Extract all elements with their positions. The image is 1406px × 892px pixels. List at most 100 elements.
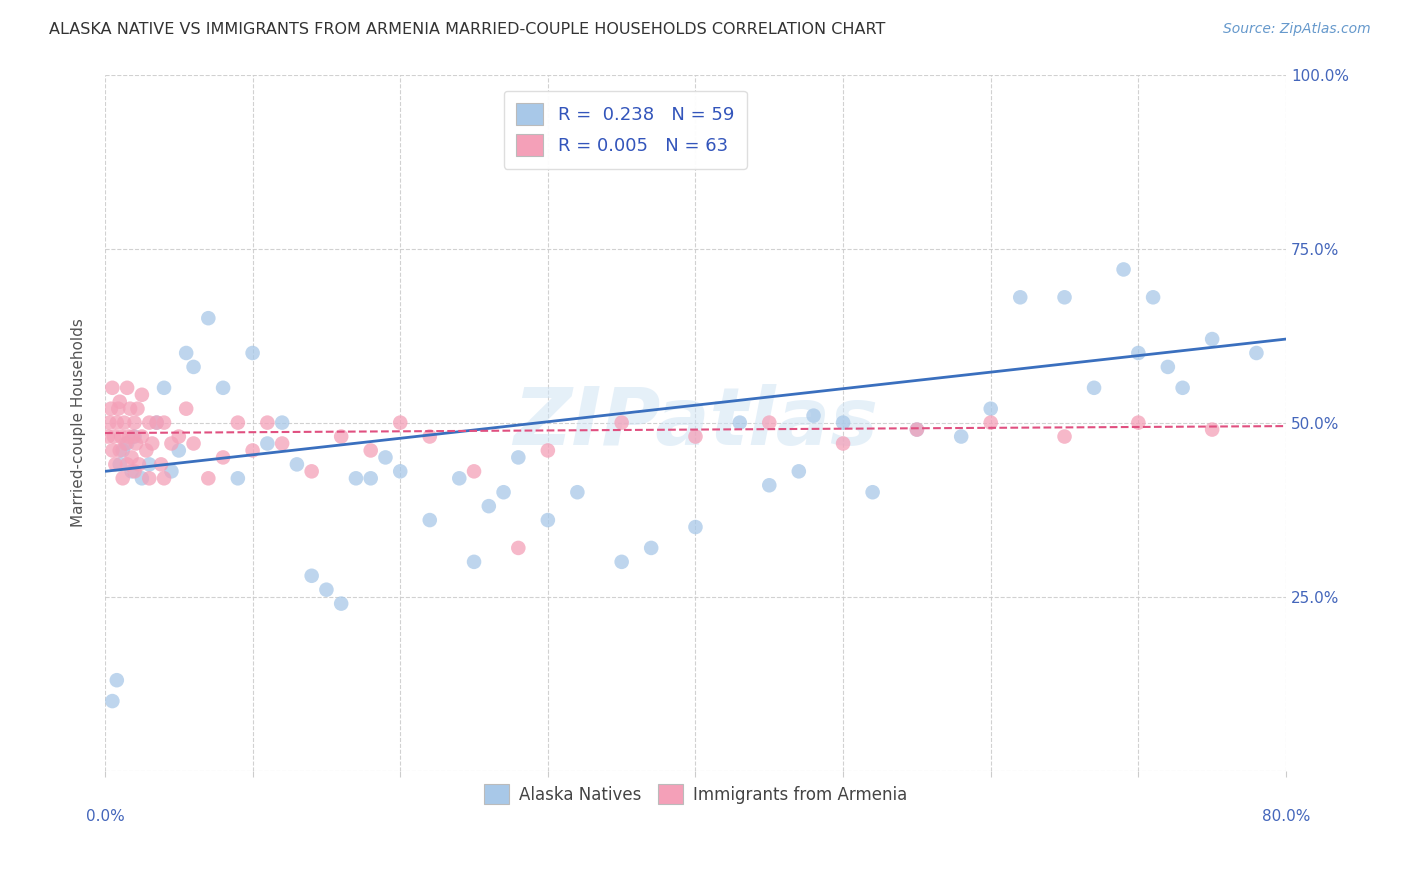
Point [114,436,136,450]
Point [256,436,278,450]
Point [374,450,396,465]
Point [330,597,353,611]
Text: 0.0%: 0.0% [86,809,124,824]
Point [1128,346,1150,360]
Point [111,471,134,485]
Point [117,429,139,443]
Point [226,416,249,430]
Point [145,416,167,430]
Point [103,429,125,443]
Point [832,436,855,450]
Point [98,416,121,430]
Point [1171,381,1194,395]
Point [567,485,589,500]
Point [256,416,278,430]
Point [124,429,146,443]
Point [787,464,810,478]
Point [226,471,249,485]
Legend: Alaska Natives, Immigrants from Armenia: Alaska Natives, Immigrants from Armenia [477,778,914,811]
Point [108,394,131,409]
Point [160,464,183,478]
Point [115,458,138,472]
Point [145,416,167,430]
Point [360,443,382,458]
Point [980,401,1002,416]
Point [419,429,441,443]
Point [115,381,138,395]
Point [135,443,157,458]
Point [108,458,131,472]
Point [640,541,662,555]
Text: ALASKA NATIVE VS IMMIGRANTS FROM ARMENIA MARRIED-COUPLE HOUSEHOLDS CORRELATION C: ALASKA NATIVE VS IMMIGRANTS FROM ARMENIA… [49,22,886,37]
Point [153,381,176,395]
Point [101,443,124,458]
Point [150,458,173,472]
Point [1053,290,1076,304]
Point [111,443,134,458]
Point [183,359,205,374]
Point [449,471,471,485]
Point [105,416,128,430]
Point [862,485,884,500]
Point [389,416,412,430]
Point [508,450,530,465]
Point [212,450,235,465]
Point [389,464,412,478]
Point [160,436,183,450]
Point [758,416,780,430]
Text: 80.0%: 80.0% [1261,809,1310,824]
Point [167,429,190,443]
Point [242,346,264,360]
Point [508,541,530,555]
Point [803,409,825,423]
Point [1246,346,1268,360]
Point [101,694,124,708]
Point [131,471,153,485]
Point [1201,423,1223,437]
Text: Source: ZipAtlas.com: Source: ZipAtlas.com [1223,22,1371,37]
Point [315,582,337,597]
Point [141,436,163,450]
Point [344,471,367,485]
Point [537,513,560,527]
Point [905,423,928,437]
Point [360,471,382,485]
Point [1112,262,1135,277]
Point [115,436,138,450]
Point [301,464,323,478]
Point [124,464,146,478]
Point [905,423,928,437]
Point [685,520,707,534]
Point [330,429,353,443]
Point [104,458,127,472]
Point [212,381,235,395]
Point [537,443,560,458]
Point [1053,429,1076,443]
Point [120,401,142,416]
Point [97,429,120,443]
Point [183,436,205,450]
Point [174,401,197,416]
Point [138,458,160,472]
Point [121,450,143,465]
Point [124,416,146,430]
Point [153,471,176,485]
Point [610,555,633,569]
Point [100,401,122,416]
Point [301,568,323,582]
Point [174,346,197,360]
Point [107,401,129,416]
Point [153,416,176,430]
Point [105,673,128,688]
Point [128,458,150,472]
Point [112,416,135,430]
Point [122,429,145,443]
Point [127,401,149,416]
Point [131,429,153,443]
Point [463,555,485,569]
Point [1142,290,1164,304]
Point [108,443,131,458]
Point [197,471,219,485]
Point [131,388,153,402]
Point [285,458,308,472]
